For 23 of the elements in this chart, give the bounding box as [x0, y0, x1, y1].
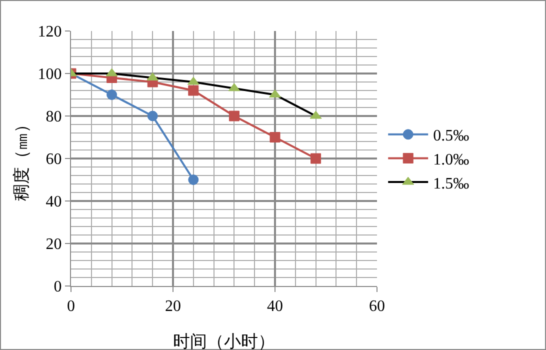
point — [270, 132, 280, 142]
point — [188, 85, 199, 96]
y-tick-label: 80 — [46, 108, 62, 126]
y-tick-label: 0 — [54, 278, 62, 296]
x-tick-label: 0 — [67, 298, 75, 316]
x-tick-label: 20 — [165, 298, 181, 316]
y-tick-label: 100 — [38, 66, 62, 84]
point — [106, 90, 118, 100]
point — [310, 153, 322, 164]
point — [147, 110, 158, 122]
legend-label: 1.5‰ — [433, 175, 470, 192]
x-tick-label: 60 — [369, 298, 385, 316]
y-tick-label: 60 — [46, 151, 62, 168]
x-tick-label: 40 — [267, 298, 283, 316]
y-tick-label: 120 — [38, 24, 62, 41]
point — [228, 110, 240, 122]
x-axis-title: 时间（小时） — [173, 332, 275, 350]
y-tick-label: 40 — [46, 194, 62, 211]
point — [188, 174, 199, 185]
legend-label: 1.0‰ — [433, 151, 470, 168]
y-tick-label: 20 — [46, 236, 62, 254]
y-axis-title: 稠度（㎜） — [12, 116, 31, 201]
legend-label: 0.5‰ — [433, 128, 470, 145]
